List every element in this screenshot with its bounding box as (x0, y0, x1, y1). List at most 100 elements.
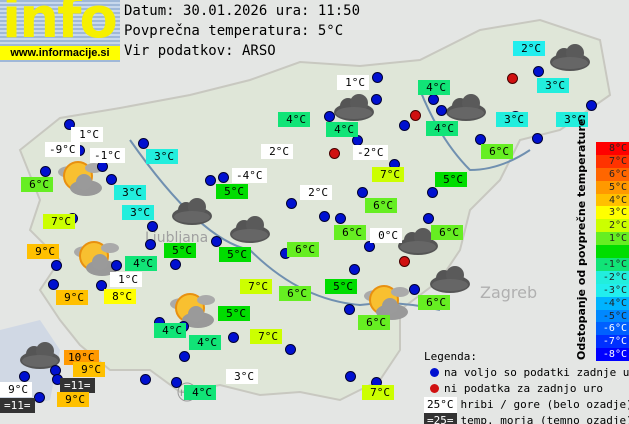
station-dot[interactable] (349, 264, 360, 275)
scale-title: Odstopanje od povprečne temperature: (575, 114, 588, 360)
temperature-label: 3°C (122, 205, 154, 220)
station-dot[interactable] (286, 198, 297, 209)
city-label: Ljubljana (145, 230, 208, 246)
station-dot-no-data[interactable] (399, 256, 410, 267)
station-dot[interactable] (532, 133, 543, 144)
station-dot[interactable] (48, 279, 59, 290)
station-dot[interactable] (170, 259, 181, 270)
temperature-label: 9°C (27, 244, 59, 259)
sun-cloud-icon (168, 290, 216, 334)
station-dot[interactable] (345, 371, 356, 382)
temperature-label: 5°C (216, 184, 248, 199)
station-dot[interactable] (96, 280, 107, 291)
station-dot[interactable] (428, 94, 439, 105)
station-dot[interactable] (34, 392, 45, 403)
cloud-icon (396, 226, 440, 260)
sun-cloud-icon (56, 158, 104, 202)
station-dot[interactable] (211, 236, 222, 247)
station-dot[interactable] (344, 304, 355, 315)
station-dot[interactable] (285, 344, 296, 355)
station-dot[interactable] (218, 172, 229, 183)
temperature-label: 3°C (146, 149, 178, 164)
station-dot[interactable] (436, 105, 447, 116)
temperature-label: 8°C (104, 289, 136, 304)
temperature-label: =11= (60, 378, 95, 393)
cloud-icon (444, 92, 488, 126)
station-dot[interactable] (171, 377, 182, 388)
temperature-label: 4°C (189, 335, 221, 350)
station-dot[interactable] (140, 374, 151, 385)
temperature-label: 7°C (250, 329, 282, 344)
station-dot[interactable] (138, 138, 149, 149)
station-dot[interactable] (357, 187, 368, 198)
temperature-label: 3°C (537, 78, 569, 93)
station-dot[interactable] (145, 239, 156, 250)
logo[interactable]: info www.informacije.si (0, 0, 120, 62)
station-dot[interactable] (111, 260, 122, 271)
station-dot[interactable] (228, 332, 239, 343)
station-dot[interactable] (423, 213, 434, 224)
temperature-label: 1°C (110, 272, 142, 287)
station-dot-no-data[interactable] (507, 73, 518, 84)
temperature-label: 9°C (56, 290, 88, 305)
temperature-label: 3°C (496, 112, 528, 127)
station-dot[interactable] (205, 175, 216, 186)
cloud-icon (548, 42, 592, 76)
scale-step: 5°C (596, 180, 629, 194)
temperature-label: 4°C (326, 122, 358, 137)
station-dot[interactable] (364, 241, 375, 252)
station-dot[interactable] (533, 66, 544, 77)
station-dot[interactable] (371, 94, 382, 105)
red-dot-icon (430, 384, 439, 393)
temperature-label: 7°C (240, 279, 272, 294)
temperature-label: 3°C (226, 369, 258, 384)
temperature-label: -1°C (90, 148, 125, 163)
temperature-label: 6°C (21, 177, 53, 192)
station-dot[interactable] (335, 213, 346, 224)
scale-step: 2°C (596, 219, 629, 233)
temperature-label: 4°C (278, 112, 310, 127)
station-dot[interactable] (106, 174, 117, 185)
scale-step: -1°C (596, 258, 629, 271)
station-dot[interactable] (372, 72, 383, 83)
logo-text: info (2, 0, 118, 51)
station-dot[interactable] (19, 371, 30, 382)
station-dot[interactable] (179, 351, 190, 362)
temperature-label: 4°C (418, 80, 450, 95)
temperature-label: 6°C (334, 225, 366, 240)
station-dot[interactable] (147, 221, 158, 232)
station-dot[interactable] (319, 211, 330, 222)
sun-cloud-icon (72, 238, 120, 282)
temperature-label: 1°C (71, 127, 103, 142)
station-dot[interactable] (51, 260, 62, 271)
scale-step: 8°C (596, 142, 629, 155)
scale-step: -4°C (596, 296, 629, 310)
temperature-label: 6°C (279, 286, 311, 301)
temperature-label: 6°C (287, 242, 319, 257)
temperature-label: 6°C (481, 144, 513, 159)
scale-step: -3°C (596, 283, 629, 297)
station-dot-no-data[interactable] (410, 110, 421, 121)
logo-url[interactable]: www.informacije.si (0, 46, 120, 60)
temperature-label: 6°C (418, 295, 450, 310)
temperature-label: 3°C (556, 112, 588, 127)
hill-sample: 25°C (424, 397, 457, 413)
station-dot[interactable] (475, 134, 486, 145)
temperature-label: 10°C (64, 350, 99, 365)
station-dot[interactable] (409, 284, 420, 295)
station-dot[interactable] (324, 111, 335, 122)
station-dot-no-data[interactable] (329, 148, 340, 159)
temperature-label: =11= (0, 398, 35, 413)
temperature-label: 6°C (431, 225, 463, 240)
temperature-label: 6°C (365, 198, 397, 213)
station-dot[interactable] (586, 100, 597, 111)
sea-sample: =25= (424, 413, 457, 424)
station-dot[interactable] (427, 187, 438, 198)
sun-cloud-icon (362, 282, 410, 326)
station-dot[interactable] (399, 120, 410, 131)
cloud-icon (170, 196, 214, 230)
temperature-label: 4°C (426, 121, 458, 136)
temperature-label: 9°C (57, 392, 89, 407)
station-dot[interactable] (40, 166, 51, 177)
station-dot[interactable] (64, 119, 75, 130)
